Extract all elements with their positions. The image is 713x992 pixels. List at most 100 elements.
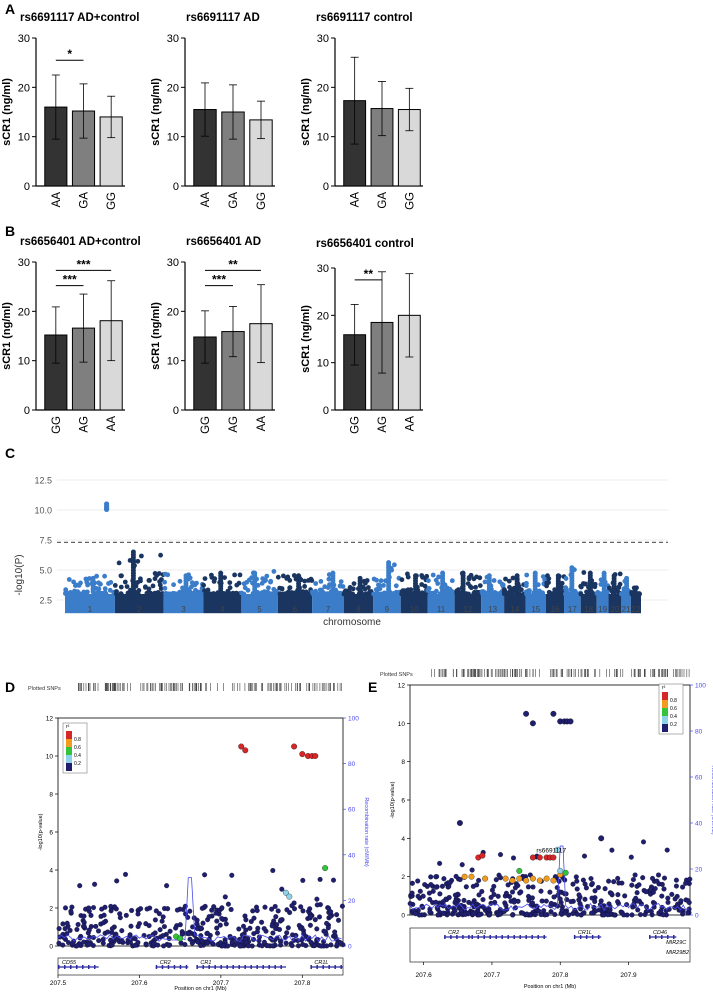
snp-point bbox=[245, 943, 251, 949]
snp-point bbox=[547, 889, 553, 895]
snp-point bbox=[81, 923, 87, 929]
snp-point bbox=[237, 572, 243, 578]
snp-point bbox=[118, 591, 124, 596]
chromosome-3: 3 bbox=[162, 571, 206, 614]
snp-point bbox=[212, 576, 218, 582]
snp-point bbox=[327, 913, 333, 919]
snp-cloud bbox=[630, 594, 641, 614]
y-tick-label: 6 bbox=[49, 830, 53, 837]
snp-point bbox=[452, 892, 458, 898]
snp-point bbox=[433, 874, 439, 880]
snp-point bbox=[524, 580, 529, 586]
y-tick-label: 10 bbox=[398, 721, 406, 728]
snp-point bbox=[162, 579, 168, 585]
snp-point bbox=[441, 876, 447, 882]
gene-exon bbox=[334, 965, 336, 969]
snp-point bbox=[304, 591, 310, 597]
snp-point bbox=[78, 580, 83, 586]
snp-point bbox=[510, 575, 516, 581]
snp-point bbox=[498, 875, 504, 881]
snp-point bbox=[643, 904, 649, 910]
snp-point bbox=[417, 888, 423, 894]
snp-point bbox=[503, 576, 508, 582]
gene-label: CD55 bbox=[62, 960, 77, 966]
snp-point bbox=[119, 928, 125, 934]
snp-point bbox=[209, 572, 214, 578]
snp-point bbox=[491, 891, 497, 897]
snp-point bbox=[615, 899, 621, 905]
ld-snp-point bbox=[479, 852, 486, 859]
gene-exon bbox=[655, 935, 657, 939]
y-tick-label: 8 bbox=[401, 759, 405, 766]
snp-point bbox=[548, 900, 554, 906]
snp-point bbox=[583, 885, 589, 891]
manhattan-plot: 2.55.07.510.012.5-log10(P)1 2 3 4 5 6 7 8 9 10 11 1… bbox=[14, 476, 668, 628]
snp-point bbox=[261, 939, 267, 945]
y-tick-label: 30 bbox=[317, 263, 329, 275]
snp-point bbox=[481, 904, 487, 910]
snp-point bbox=[437, 860, 443, 866]
snp-point bbox=[581, 570, 587, 575]
y-tick-label: 0 bbox=[24, 405, 30, 417]
snp-point bbox=[473, 584, 478, 590]
snp-point bbox=[559, 907, 565, 913]
snp-point bbox=[461, 897, 467, 903]
gene-exon bbox=[322, 965, 324, 969]
snp-cloud bbox=[427, 594, 455, 614]
snp-point bbox=[92, 881, 98, 887]
snp-point bbox=[259, 590, 265, 595]
snp-point bbox=[617, 571, 623, 577]
snp-point bbox=[409, 880, 415, 886]
y-tick-label: 2 bbox=[49, 906, 53, 913]
x-tick-label: GG bbox=[51, 416, 63, 434]
snp-point bbox=[661, 886, 667, 892]
snp-point bbox=[595, 884, 601, 890]
snp-point bbox=[302, 584, 307, 589]
gene-exon bbox=[214, 965, 216, 969]
snp-point bbox=[367, 589, 373, 595]
snp-point bbox=[673, 877, 679, 883]
y-tick-label: 0 bbox=[323, 405, 329, 417]
snp-point bbox=[512, 885, 518, 891]
ld-snp-point bbox=[299, 751, 306, 758]
chromosome-11: 11 bbox=[425, 570, 456, 614]
snp-point bbox=[298, 925, 304, 931]
snp-point bbox=[263, 577, 268, 583]
snp-point bbox=[510, 889, 516, 895]
y-tick-label: 20 bbox=[317, 82, 329, 94]
snp-point bbox=[277, 926, 283, 932]
snp-point bbox=[195, 939, 201, 945]
snp-point bbox=[146, 578, 152, 583]
snp-point bbox=[171, 582, 177, 588]
snp-point bbox=[486, 906, 492, 912]
snp-point bbox=[661, 875, 667, 881]
snp-point bbox=[223, 921, 229, 927]
ld-snp-point bbox=[529, 875, 536, 882]
snp-point bbox=[453, 873, 459, 879]
snp-point bbox=[683, 880, 689, 886]
snp-point bbox=[420, 574, 425, 580]
snp-point bbox=[254, 908, 260, 914]
snp-point bbox=[202, 576, 208, 581]
snp-point bbox=[364, 578, 370, 583]
snp-point bbox=[465, 581, 471, 586]
snp-point bbox=[102, 573, 107, 579]
snp-point bbox=[259, 943, 265, 949]
snp-point bbox=[435, 912, 441, 918]
gene-exon bbox=[316, 965, 318, 969]
snp-point bbox=[138, 906, 144, 912]
ld-snp-point bbox=[291, 743, 298, 750]
snp-point bbox=[308, 939, 314, 945]
snp-point bbox=[479, 888, 485, 894]
snp-point bbox=[399, 591, 405, 597]
snp-point bbox=[323, 931, 329, 937]
gene-label: CR1 bbox=[475, 930, 486, 936]
snp-point bbox=[333, 936, 339, 942]
snp-point bbox=[166, 942, 172, 948]
x-tick-label: AG bbox=[79, 416, 91, 433]
snp-point bbox=[660, 912, 666, 918]
snp-point bbox=[114, 878, 120, 884]
snp-point bbox=[319, 587, 324, 593]
snp-point bbox=[463, 884, 469, 890]
gene-label: CR1L bbox=[314, 960, 328, 966]
